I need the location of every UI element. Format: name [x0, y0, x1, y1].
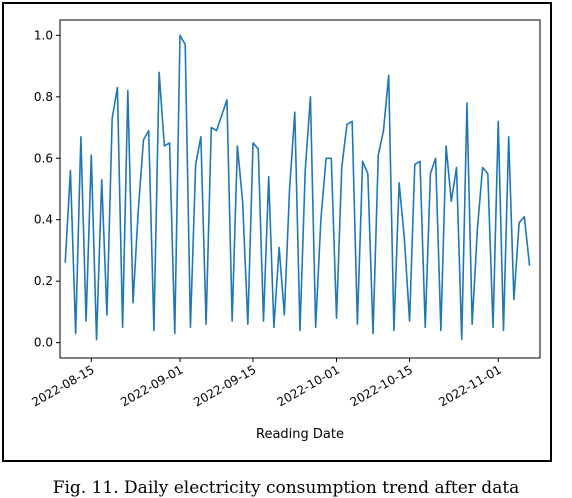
- figure-caption: Fig. 11. Daily electricity consumption t…: [52, 478, 520, 498]
- series-line: [64, 34, 531, 341]
- x-axis-label: Reading Date: [256, 427, 344, 442]
- plot-layer: [64, 34, 531, 341]
- y-axis-ticks: 0.0 0.2 0.4 0.6 0.8 1.0: [34, 28, 60, 350]
- y-tick-label: 0.4: [34, 213, 53, 227]
- x-axis-ticks: 2022-08-15 2022-09-01 2022-09-15 2022-10-01…: [29, 358, 504, 409]
- y-tick-label: 1.0: [34, 28, 53, 42]
- x-tick-label: 2022-08-15: [29, 362, 96, 409]
- axes-frame: [59, 19, 541, 359]
- line-chart: 0.00.20.40.60.81.0 2022-08-15 2022-09-01 2…: [29, 19, 541, 442]
- x-tick-label: 2022-10-15: [348, 362, 415, 409]
- y-tick-label: 0.8: [34, 90, 53, 104]
- x-tick-label: 2022-11-01: [436, 362, 503, 409]
- y-tick-label: 0.6: [34, 151, 53, 165]
- y-tick-label: 0.2: [34, 274, 53, 288]
- x-tick-label: 2022-09-15: [191, 362, 258, 409]
- x-tick-label: 2022-10-01: [275, 362, 342, 409]
- x-tick-label: 2022-09-01: [118, 362, 185, 409]
- y-tick-label: 0.0: [34, 336, 53, 350]
